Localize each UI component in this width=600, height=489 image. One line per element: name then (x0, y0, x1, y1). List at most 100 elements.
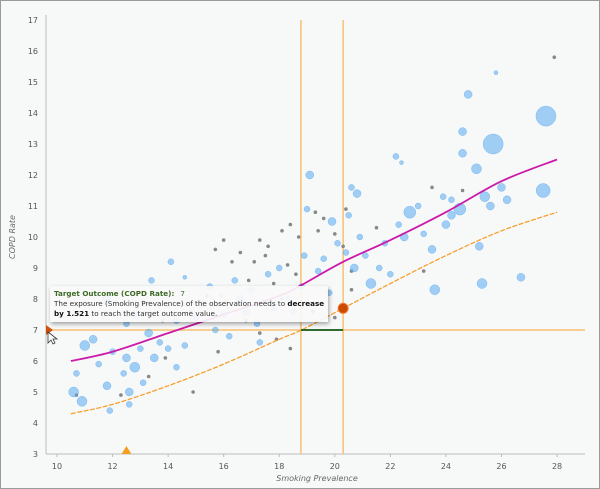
bubble-point (516, 273, 526, 282)
y-tick-label: 5 (33, 388, 38, 397)
gray-point (230, 260, 234, 264)
bubble-point (476, 278, 488, 289)
bubble-point (441, 220, 451, 229)
fit-line (70, 158, 558, 362)
gray-point (294, 272, 298, 277)
x-tick-label: 22 (385, 462, 395, 471)
gray-point (252, 260, 257, 264)
bubble-point (535, 105, 557, 127)
gray-point (257, 331, 262, 335)
bubble-point (497, 183, 506, 192)
gray-point (221, 238, 226, 242)
bubble-point (493, 70, 499, 75)
bubble-point (327, 217, 337, 226)
bubble-point (173, 363, 180, 371)
y-tick-label: 14 (28, 109, 38, 118)
gray-point (274, 337, 279, 342)
bubble-point (149, 353, 159, 363)
gray-point (238, 250, 243, 255)
bubble-point (448, 196, 455, 204)
x-tick-label: 20 (330, 462, 340, 471)
y-tick-label: 9 (33, 264, 38, 273)
y-tick-label: 16 (28, 47, 38, 56)
gray-point (163, 356, 168, 360)
gray-point (288, 346, 293, 351)
bubble-point (463, 90, 473, 99)
gray-point (263, 253, 268, 258)
bubble-point (345, 212, 352, 219)
y-tick-label: 15 (28, 78, 38, 87)
bubble-point (399, 160, 404, 165)
bubble-point (486, 201, 495, 211)
cursor-icon (47, 331, 59, 345)
bubble-point (475, 242, 484, 251)
bubble-point (300, 252, 308, 259)
y-tick-label: 3 (33, 450, 38, 459)
bubble-point (264, 270, 272, 278)
bubble-point (320, 255, 327, 262)
gray-point (321, 216, 326, 221)
x-tick-label: 26 (496, 462, 506, 471)
bubble-point (68, 386, 79, 398)
gray-point (271, 281, 276, 286)
gray-point (552, 55, 557, 59)
y-tick-label: 4 (33, 419, 38, 428)
bubble-point (144, 328, 153, 338)
bubble-point (88, 335, 98, 344)
bubble-point (256, 339, 264, 346)
bubble-point (349, 263, 359, 273)
bubble-point (303, 205, 311, 213)
tooltip-text: The exposure (Smoking Prevalence) of the… (54, 299, 286, 308)
gray-point (266, 244, 270, 249)
bubble-point (164, 345, 172, 352)
x-marker-triangle[interactable] (121, 446, 132, 454)
bubble-point (106, 407, 114, 414)
bubble-point (225, 332, 233, 340)
y-tick-label: 11 (28, 202, 38, 211)
bubble-point (79, 340, 91, 351)
gray-point (349, 287, 354, 292)
x-tick-label: 24 (441, 462, 451, 471)
bubble-point (375, 264, 383, 272)
tooltip-title: Target Outcome (COPD Rate): (54, 289, 175, 298)
target-curve (70, 211, 558, 415)
bubble-point (458, 149, 467, 158)
bubble-point (458, 127, 467, 136)
bubble-point (156, 339, 164, 346)
bubble-point (212, 326, 219, 334)
x-tick-label: 12 (107, 462, 117, 471)
y-tick-label: 10 (28, 233, 38, 242)
bubble-point (305, 170, 315, 180)
bubble-point (120, 370, 127, 377)
gray-point (316, 229, 320, 233)
gray-point (191, 390, 195, 394)
bubble-point (392, 153, 400, 160)
bubble-point (482, 133, 504, 155)
gray-point (341, 244, 345, 249)
bubble-point (137, 345, 144, 352)
y-tick-label: 8 (33, 295, 38, 304)
x-tick-label: 14 (163, 462, 173, 471)
bubble-point (73, 370, 80, 377)
bubble-point (124, 387, 134, 397)
bubble-point (429, 284, 441, 295)
gray-point (460, 188, 465, 193)
bubble-point (362, 252, 369, 259)
bubble-point (342, 249, 350, 256)
bubble-point (414, 202, 422, 210)
gray-point (374, 225, 379, 230)
gray-point (280, 229, 284, 233)
gray-point (430, 185, 434, 190)
bubble-point (275, 264, 283, 272)
bubble-point (125, 401, 133, 408)
bubble-point (334, 239, 341, 247)
gray-point (119, 393, 123, 397)
gray-point (216, 349, 220, 354)
gray-point (246, 278, 251, 283)
bubble-point (95, 360, 102, 368)
bubble-point (148, 277, 155, 284)
bubble-point (102, 381, 112, 391)
x-axis-title: Smoking Prevalence (276, 474, 358, 483)
x-tick-label: 10 (52, 462, 62, 471)
